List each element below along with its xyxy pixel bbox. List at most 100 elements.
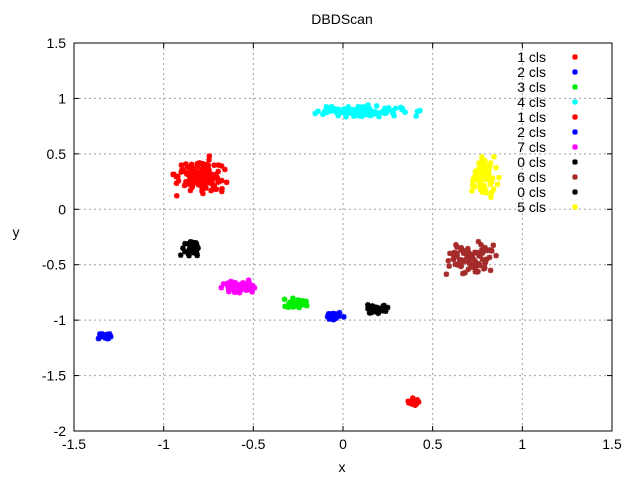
data-point bbox=[210, 182, 216, 189]
legend-label: 4 cls bbox=[517, 94, 546, 110]
data-point bbox=[483, 256, 490, 262]
data-point bbox=[190, 242, 197, 249]
x-tick-label: 1.5 bbox=[602, 436, 622, 452]
data-point bbox=[185, 250, 191, 257]
data-point bbox=[402, 109, 408, 116]
data-point bbox=[445, 257, 452, 264]
data-point bbox=[215, 162, 222, 168]
data-point bbox=[196, 174, 202, 181]
data-point bbox=[226, 288, 232, 295]
data-point bbox=[375, 310, 382, 317]
data-point bbox=[186, 163, 193, 170]
data-point bbox=[193, 242, 200, 248]
data-point bbox=[482, 157, 488, 164]
data-point bbox=[189, 164, 196, 171]
data-point bbox=[208, 187, 214, 194]
data-point bbox=[200, 190, 206, 197]
data-point bbox=[333, 107, 339, 113]
legend-marker bbox=[572, 129, 578, 135]
legend-label: 0 cls bbox=[517, 154, 546, 170]
data-point bbox=[451, 253, 457, 259]
data-point bbox=[193, 168, 200, 175]
data-point bbox=[409, 395, 416, 401]
data-point bbox=[463, 251, 470, 258]
data-point bbox=[180, 245, 186, 252]
data-point bbox=[218, 188, 225, 195]
legend-label: 7 cls bbox=[517, 139, 546, 155]
legend-label: 3 cls bbox=[517, 79, 546, 95]
data-point bbox=[350, 108, 357, 114]
data-point bbox=[481, 171, 488, 177]
data-point bbox=[215, 168, 221, 175]
data-point bbox=[223, 179, 230, 186]
y-tick-label: 1 bbox=[58, 90, 66, 106]
y-axis-label: y bbox=[13, 224, 20, 240]
data-point bbox=[331, 310, 338, 317]
data-point bbox=[470, 176, 476, 183]
data-point bbox=[218, 284, 225, 291]
data-point bbox=[207, 173, 214, 180]
data-point bbox=[288, 299, 294, 305]
data-point bbox=[477, 179, 483, 186]
data-point bbox=[490, 242, 497, 249]
data-point bbox=[466, 260, 472, 266]
data-point bbox=[206, 171, 213, 177]
data-point bbox=[382, 308, 389, 315]
data-point bbox=[399, 105, 406, 112]
series-8 bbox=[443, 238, 499, 277]
legend-marker bbox=[572, 189, 578, 195]
legend-label: 1 cls bbox=[517, 49, 546, 65]
data-point bbox=[354, 109, 360, 115]
data-point bbox=[218, 177, 225, 184]
data-point bbox=[379, 308, 386, 314]
data-point bbox=[450, 256, 457, 262]
data-point bbox=[182, 161, 189, 167]
data-point bbox=[389, 109, 396, 116]
data-point bbox=[220, 281, 227, 287]
data-point bbox=[194, 163, 201, 170]
data-point bbox=[413, 400, 420, 407]
data-point bbox=[359, 113, 365, 120]
data-point bbox=[303, 302, 310, 309]
data-point bbox=[376, 113, 382, 120]
data-point bbox=[97, 331, 103, 337]
x-tick-label: 1 bbox=[518, 436, 526, 452]
data-point bbox=[326, 105, 332, 112]
data-point bbox=[368, 109, 375, 116]
data-point bbox=[472, 268, 479, 275]
data-point bbox=[368, 309, 375, 316]
series-5 bbox=[324, 309, 347, 323]
data-point bbox=[476, 160, 482, 166]
data-point bbox=[468, 263, 474, 270]
plot-frame bbox=[73, 42, 613, 432]
data-point bbox=[203, 185, 209, 191]
data-point bbox=[218, 163, 225, 169]
y-tick-label: -2 bbox=[54, 423, 67, 439]
data-point bbox=[384, 304, 391, 311]
data-point bbox=[290, 295, 296, 302]
data-point bbox=[494, 181, 501, 187]
y-tick-label: -0.5 bbox=[42, 257, 66, 273]
data-point bbox=[355, 105, 362, 112]
legend-label: 1 cls bbox=[517, 109, 546, 125]
data-point bbox=[232, 288, 239, 294]
data-point bbox=[477, 174, 483, 180]
data-point bbox=[479, 189, 486, 195]
data-point bbox=[351, 113, 357, 120]
data-point bbox=[208, 180, 214, 187]
data-point bbox=[185, 179, 192, 186]
data-point bbox=[335, 110, 342, 116]
data-point bbox=[479, 169, 485, 175]
data-point bbox=[479, 154, 485, 160]
data-point bbox=[443, 271, 450, 277]
legend-marker bbox=[572, 144, 578, 150]
data-point bbox=[175, 173, 181, 180]
data-point bbox=[186, 252, 192, 259]
data-point bbox=[282, 303, 288, 310]
data-point bbox=[348, 110, 355, 117]
data-point bbox=[452, 261, 459, 268]
data-point bbox=[181, 182, 188, 189]
x-axis-label: x bbox=[339, 459, 346, 475]
data-point bbox=[486, 254, 493, 261]
data-point bbox=[188, 246, 194, 252]
